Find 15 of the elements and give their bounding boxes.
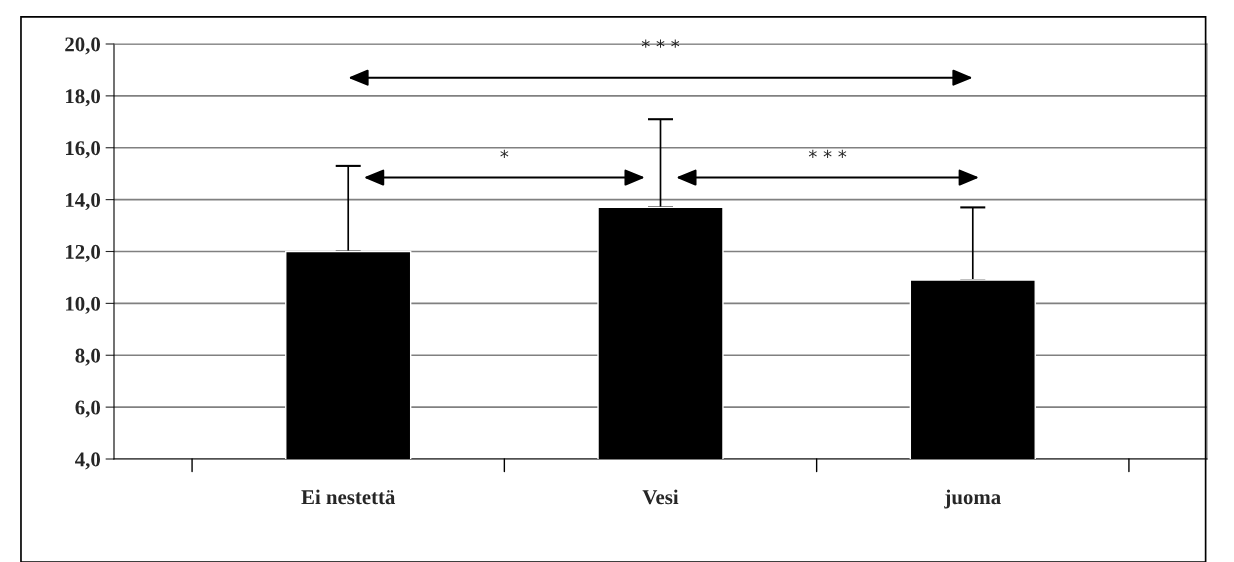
y-tick-label: 8,0 xyxy=(75,348,101,366)
annotation: * xyxy=(500,149,509,158)
y-tick-label: 14,0 xyxy=(66,193,101,211)
x-tick-label: juoma xyxy=(944,489,1001,509)
y-tick-label: 4,0 xyxy=(75,452,101,470)
y-tick-label: 18,0 xyxy=(66,89,101,107)
annotation: * * * xyxy=(808,149,847,158)
annotation: * * * xyxy=(641,39,680,48)
y-tick-label: 12,0 xyxy=(66,244,101,262)
x-tick-label: Ei nestettä xyxy=(301,489,396,505)
y-tick-label: 20,0 xyxy=(65,37,101,55)
x-tick-label: Vesi xyxy=(642,489,679,505)
y-tick-label: 6,0 xyxy=(75,400,101,418)
y-tick-label: 10,0 xyxy=(66,296,101,314)
y-tick-label: 16,0 xyxy=(66,141,101,159)
